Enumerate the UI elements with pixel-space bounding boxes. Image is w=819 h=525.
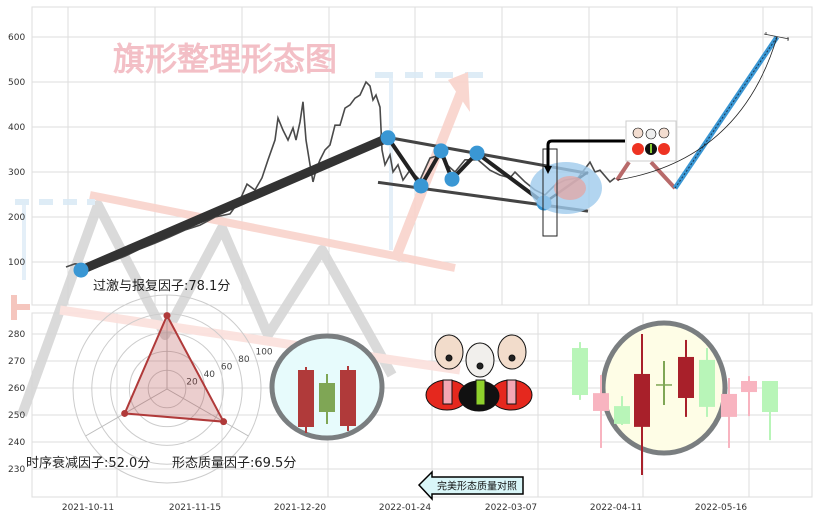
forecast-segment-red bbox=[615, 160, 631, 182]
candle-body bbox=[678, 356, 694, 398]
callout-arrowhead bbox=[544, 166, 552, 174]
three-dogs-icon-small bbox=[625, 120, 677, 162]
x-tick-label: 2022-04-11 bbox=[590, 503, 642, 513]
candle-body bbox=[593, 393, 609, 411]
candle bbox=[678, 339, 694, 417]
candle-body bbox=[741, 380, 757, 393]
candle bbox=[762, 380, 778, 441]
candle-body bbox=[762, 380, 778, 413]
bg-pink-band-2 bbox=[59, 305, 461, 375]
y-tick-label: 400 bbox=[8, 123, 25, 133]
x-tick-label: 2021-10-11 bbox=[62, 503, 114, 513]
pattern-point bbox=[413, 178, 429, 194]
y-tick-label: 600 bbox=[8, 33, 25, 43]
candlestick-trio-icon bbox=[269, 333, 385, 441]
candle bbox=[634, 334, 650, 475]
radar-ring-label: 20 bbox=[186, 377, 198, 387]
radar-ring-label: 80 bbox=[238, 355, 250, 365]
y-tick-label: 500 bbox=[8, 78, 25, 88]
candle-body bbox=[699, 359, 715, 407]
y-tick-label: 200 bbox=[8, 213, 25, 223]
candle-body bbox=[572, 348, 588, 396]
radar-ring-label: 60 bbox=[221, 362, 233, 372]
radar-chart: 20 40 60 80 100 bbox=[72, 294, 273, 484]
pattern-point bbox=[444, 171, 460, 187]
candle-body bbox=[721, 393, 737, 417]
x-axis-labels: 2021-10-11 2021-11-15 2021-12-20 2022-01-24… bbox=[62, 503, 748, 513]
radar-point bbox=[121, 409, 129, 417]
pattern-point bbox=[433, 143, 449, 159]
bg-pink-arrowhead bbox=[448, 72, 470, 112]
forecast-segment-red bbox=[649, 160, 677, 190]
x-tick-label: 2021-11-15 bbox=[169, 503, 221, 513]
y-tick-label: 270 bbox=[8, 357, 25, 367]
background-decoration bbox=[11, 72, 488, 417]
breakout-inner-highlight bbox=[554, 176, 586, 200]
candle bbox=[572, 342, 588, 400]
bg-pink-h bbox=[11, 295, 30, 320]
callout-arrow bbox=[546, 139, 625, 168]
compare-button[interactable]: 完美形态质量对照 bbox=[417, 470, 524, 501]
target-marker bbox=[763, 32, 790, 41]
pattern-point bbox=[469, 145, 485, 161]
y-tick-label: 260 bbox=[8, 384, 25, 394]
candle bbox=[721, 378, 737, 448]
flag-zigzag-line bbox=[386, 136, 546, 205]
breakout-marker-box bbox=[542, 148, 558, 237]
candle bbox=[741, 376, 757, 417]
x-tick-label: 2022-03-07 bbox=[485, 503, 537, 513]
radar-ring-label: 100 bbox=[255, 347, 272, 357]
pattern-point bbox=[380, 130, 396, 146]
forecast-curve bbox=[616, 36, 778, 181]
radar-point bbox=[220, 418, 228, 426]
radar-area bbox=[123, 313, 226, 423]
factor-revenge-label: 过激与报复因子:78.1分 bbox=[93, 279, 230, 294]
y-axis-labels: 100 200 300 400 500 600 230 240 250 260 270 280 bbox=[8, 33, 25, 475]
y-tick-label: 240 bbox=[8, 438, 25, 448]
forecast-segment-blue bbox=[672, 35, 780, 190]
x-tick-label: 2022-05-16 bbox=[695, 503, 748, 513]
candle bbox=[593, 375, 609, 448]
bg-zigzag bbox=[17, 200, 397, 417]
candle-body bbox=[656, 384, 672, 386]
y-tick-label: 280 bbox=[8, 330, 25, 340]
pattern-point bbox=[73, 262, 89, 278]
candle bbox=[614, 396, 630, 425]
factor-quality-label: 形态质量因子:69.5分 bbox=[172, 456, 296, 471]
candles bbox=[572, 334, 778, 475]
compare-button-arrow-shape[interactable] bbox=[417, 470, 524, 501]
candle bbox=[699, 348, 715, 417]
x-tick-label: 2021-12-20 bbox=[274, 503, 327, 513]
flagpole-line bbox=[76, 133, 393, 275]
candle bbox=[656, 361, 672, 406]
y-tick-label: 250 bbox=[8, 411, 25, 421]
candle-body bbox=[614, 406, 630, 424]
factor-decay-label: 时序衰减因子:52.0分 bbox=[26, 455, 150, 471]
y-tick-label: 230 bbox=[8, 465, 25, 475]
y-tick-label: 300 bbox=[8, 168, 25, 178]
chart-title-watermark: 旗形整理形态图 bbox=[113, 40, 337, 78]
three-dogs-icon bbox=[425, 334, 533, 412]
y-tick-label: 100 bbox=[8, 258, 25, 268]
x-tick-label: 2022-01-24 bbox=[379, 503, 432, 513]
compare-button-label[interactable]: 完美形态质量对照 bbox=[437, 480, 517, 493]
radar-point bbox=[163, 312, 171, 320]
radar-ring-label: 40 bbox=[204, 370, 216, 380]
candle-body bbox=[634, 373, 650, 427]
top-panel bbox=[31, 6, 813, 306]
radar-axis bbox=[166, 388, 249, 437]
